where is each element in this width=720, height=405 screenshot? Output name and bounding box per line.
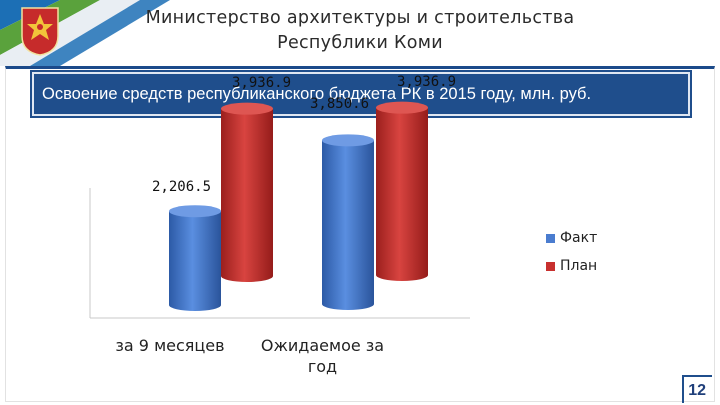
chart-title-banner: Освоение средств республиканского бюджет…	[32, 72, 690, 116]
legend-swatch-plan	[546, 261, 555, 271]
bar-cap-fact-0	[169, 205, 221, 218]
bar-fact-0	[169, 211, 221, 311]
page-title: Министерство архитектуры и строительства…	[0, 6, 720, 56]
bar-fact-1	[322, 140, 374, 310]
title-line-2: Республики Коми	[277, 33, 443, 53]
bar-cap-plan-1	[376, 101, 428, 114]
legend-swatch-fact	[546, 233, 555, 243]
slide-header: Министерство архитектуры и строительства…	[0, 0, 720, 66]
legend-item-plan: План	[546, 258, 597, 274]
bar-cap-fact-1	[322, 134, 374, 147]
legend-label-fact: Факт	[560, 230, 598, 246]
bar-cap-plan-0	[221, 102, 273, 115]
legend-label-plan: План	[560, 258, 598, 274]
page-number: 12	[682, 375, 712, 403]
data-label-plan-1: 3,936.9	[397, 73, 457, 90]
data-label-fact-0: 2,206.5	[152, 179, 212, 196]
title-line-1: Министерство архитектуры и строительства	[145, 8, 575, 28]
category-label-1: Ожидаемое за год	[260, 336, 385, 376]
bar-plan-0	[221, 108, 273, 282]
legend-item-fact: Факт	[546, 230, 597, 246]
category-label-0: за 9 месяцев	[115, 336, 225, 355]
content-frame	[5, 66, 715, 402]
data-label-fact-1: 3,850.6	[310, 96, 370, 113]
bar-plan-1	[376, 107, 428, 281]
data-label-plan-0: 3,936.9	[232, 74, 292, 91]
coat-of-arms-icon	[21, 7, 59, 56]
